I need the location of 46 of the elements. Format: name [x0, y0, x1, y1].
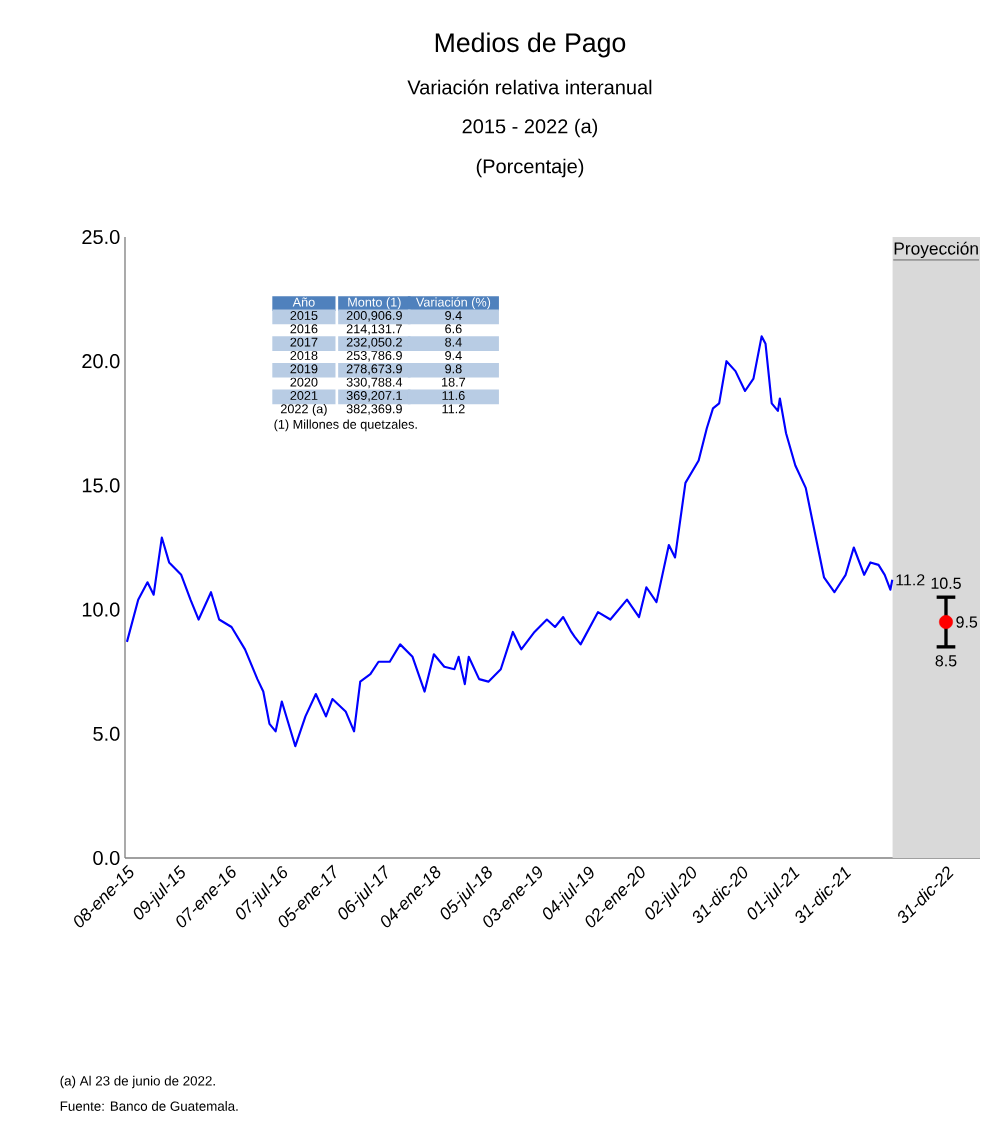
annotation: 8.5: [935, 655, 957, 667]
annotation: 2015: [290, 311, 318, 320]
annotation: 9.8: [445, 364, 462, 374]
annotation: 11.2: [896, 574, 925, 586]
annotation: 200,906.9: [346, 311, 402, 322]
annotation: 6.6: [445, 324, 462, 334]
annotation: 232,050.2: [346, 337, 402, 349]
source-note: Fuente: Banco de Guatemala.: [60, 1101, 238, 1111]
annotation: 2021: [290, 391, 318, 400]
annotation: 2018: [290, 351, 318, 360]
annotation: (1) Millones de quetzales.: [274, 419, 417, 432]
annotation: 11.6: [442, 391, 465, 400]
y-tick-label: 5.0: [93, 726, 120, 741]
y-tick-label: 25.0: [82, 229, 120, 245]
annotation: 330,788.4: [346, 377, 403, 389]
annotation: 2019: [290, 364, 318, 374]
annotation: 2020: [290, 377, 318, 387]
annotation: 9.4: [445, 351, 462, 360]
chart-title: Medios de Pago: [435, 32, 626, 58]
band-label: Proyección: [894, 241, 978, 259]
y-tick-label: 10.0: [82, 602, 120, 617]
annotation: 214,131.7: [346, 324, 402, 335]
y-tick-label: 0.0: [93, 850, 120, 866]
annotation: 8.4: [445, 337, 462, 347]
y-tick-label: 20.0: [82, 354, 120, 369]
text: 2015 - 2022 (a): [462, 118, 598, 138]
y-tick-label: 15.0: [82, 478, 120, 493]
annotation: 278,673.9: [346, 364, 402, 375]
annotation: 382,369.9: [346, 404, 402, 415]
annotation: 9.5: [956, 616, 978, 628]
text: (a) Al 23 de junio de 2022.: [60, 1075, 215, 1089]
annotation: 10.5: [931, 577, 961, 589]
annotation: 18.7: [442, 377, 466, 387]
annotation: 9.4: [445, 311, 462, 320]
text: (Porcentaje): [476, 158, 584, 178]
annotation: 11.2: [442, 404, 465, 414]
annotation: Variación (%): [415, 297, 491, 310]
annotation: 369,207.1: [346, 391, 402, 402]
annotation: 253,786.9: [346, 351, 402, 362]
annotation: 2016: [290, 324, 318, 334]
line-series: [125, 335, 894, 748]
annotation: Año: [292, 297, 315, 307]
chart-subtitle: Variación relativa interanual: [407, 79, 652, 95]
annotation: Monto (1): [348, 297, 401, 310]
annotation: 2022 (a): [280, 404, 327, 416]
annotation: 2017: [290, 337, 318, 347]
